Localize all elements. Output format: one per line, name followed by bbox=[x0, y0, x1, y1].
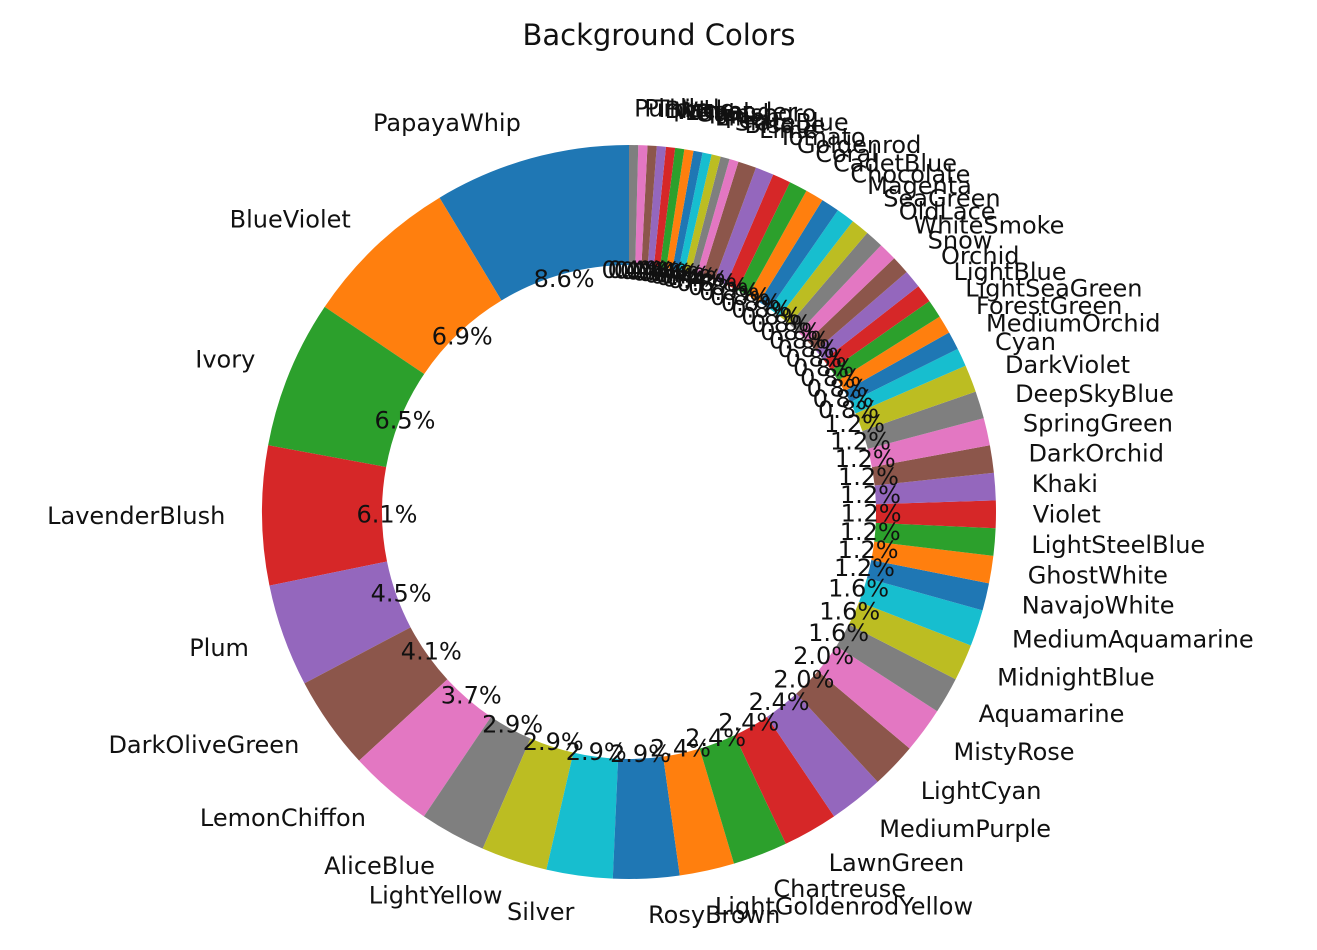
category-label: LightYellow bbox=[369, 881, 503, 909]
chart-title: Background Colors bbox=[522, 18, 795, 52]
category-label: PapayaWhip bbox=[373, 109, 521, 137]
category-label: LightSteelBlue bbox=[1031, 531, 1205, 559]
category-label: AliceBlue bbox=[324, 852, 435, 880]
category-label: Purple bbox=[634, 94, 710, 122]
category-label: DeepSkyBlue bbox=[1015, 380, 1174, 408]
percent-label: 0.4% bbox=[602, 256, 663, 284]
category-label: LemonChiffon bbox=[200, 804, 366, 832]
category-label: GhostWhite bbox=[1028, 561, 1168, 589]
percent-label: 6.5% bbox=[374, 406, 435, 434]
percent-label: 3.7% bbox=[441, 682, 502, 710]
category-label: Khaki bbox=[1032, 470, 1098, 498]
category-label: LawnGreen bbox=[829, 849, 965, 877]
category-label: Silver bbox=[507, 898, 575, 926]
percent-label: 6.1% bbox=[356, 500, 417, 528]
category-label: Chartreuse bbox=[773, 875, 906, 903]
category-label: SpringGreen bbox=[1023, 410, 1173, 438]
percent-label: 4.1% bbox=[401, 638, 462, 666]
category-label: MediumPurple bbox=[879, 815, 1051, 843]
category-label: Aquamarine bbox=[979, 700, 1125, 728]
category-label: Plum bbox=[189, 634, 249, 662]
category-label: MidnightBlue bbox=[997, 664, 1154, 692]
percent-label: 8.6% bbox=[534, 265, 595, 293]
category-label: MistyRose bbox=[953, 738, 1074, 766]
category-label: Violet bbox=[1033, 501, 1101, 529]
category-label: Ivory bbox=[195, 345, 255, 373]
percent-label: 4.5% bbox=[371, 580, 432, 608]
category-label: BlueViolet bbox=[230, 205, 351, 233]
category-label: NavajoWhite bbox=[1022, 591, 1175, 619]
category-label: DarkOliveGreen bbox=[108, 731, 299, 759]
category-label: MediumAquamarine bbox=[1012, 626, 1254, 654]
category-label: DarkOrchid bbox=[1028, 440, 1164, 468]
category-label: LavenderBlush bbox=[47, 502, 225, 530]
category-label: LightCyan bbox=[921, 777, 1042, 805]
percent-label: 6.9% bbox=[432, 323, 493, 351]
